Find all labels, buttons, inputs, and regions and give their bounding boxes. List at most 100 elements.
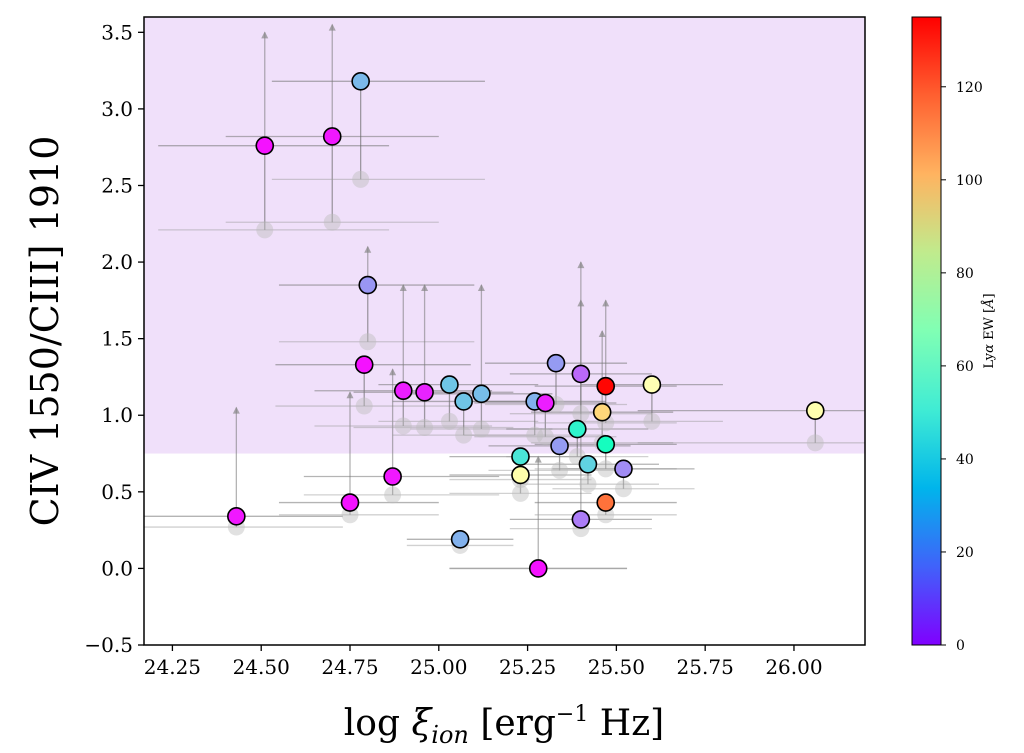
ghost-marker <box>256 221 274 239</box>
colorbar-tick-label: 100 <box>956 173 983 189</box>
x-tick-label: 24.50 <box>233 655 290 679</box>
colorbar-ticks: 0 20 40 60 80 100 120 <box>941 80 983 654</box>
upper-limit-arrow <box>577 299 585 307</box>
data-point <box>536 393 555 413</box>
colorbar <box>911 16 942 646</box>
data-point <box>393 381 413 401</box>
y-axis-label: CIV 1550/CIII] 1910 <box>23 136 67 527</box>
data-point <box>415 382 434 402</box>
shaded-region <box>144 17 865 454</box>
upper-limit-arrow <box>261 31 269 39</box>
upper-limit-arrow <box>328 23 336 31</box>
data-point <box>546 353 566 373</box>
axis-ticks: 24.25 24.50 24.75 25.00 25.25 25.50 25.75 26.00… <box>84 20 822 679</box>
data-points <box>227 72 825 578</box>
data-point <box>454 392 473 411</box>
data-point <box>578 454 598 474</box>
upper-limit-arrow <box>364 245 372 253</box>
ghost-marker <box>643 412 661 430</box>
upper-limit-arrow <box>389 368 397 376</box>
y-tick-label: −0.5 <box>84 633 133 657</box>
ghost-marker <box>394 417 412 435</box>
ghost-marker <box>472 420 490 438</box>
upper-limit-arrow <box>399 284 407 292</box>
data-point <box>354 355 374 374</box>
upper-limit-arrow <box>232 406 240 414</box>
ghost-marker <box>551 461 569 479</box>
data-point <box>571 364 591 384</box>
data-point <box>351 72 370 91</box>
x-tick-label: 24.25 <box>144 655 201 679</box>
data-point <box>511 465 530 485</box>
x-axis-label: log ξion [erg−1 Hz] <box>344 702 664 749</box>
colorbar-tick-label: 80 <box>956 266 974 282</box>
upper-limit-arrow <box>534 455 542 463</box>
data-point <box>571 510 591 529</box>
data-point <box>596 435 616 454</box>
data-point <box>450 530 470 549</box>
upper-limit-arrow <box>598 330 606 337</box>
data-point <box>255 136 275 155</box>
ghost-marker <box>511 484 529 502</box>
data-point <box>322 127 342 146</box>
ghost-marker <box>359 333 377 351</box>
data-point <box>528 559 548 578</box>
upper-limit-arrow <box>577 261 585 269</box>
ghost-marker <box>572 405 590 423</box>
data-point <box>596 376 616 396</box>
data-point <box>596 493 616 512</box>
y-tick-label: 0.5 <box>101 480 133 504</box>
colorbar-tick-label: 0 <box>956 638 965 654</box>
y-tick-label: 0.0 <box>101 556 133 580</box>
ghost-marker <box>416 418 434 436</box>
ghost-marker <box>440 412 458 430</box>
data-point <box>358 275 378 295</box>
data-point <box>511 447 530 466</box>
data-point <box>472 384 491 404</box>
data-point <box>614 459 633 479</box>
upper-limit-arrow <box>346 391 354 399</box>
data-point <box>805 401 825 420</box>
y-tick-label: 2.5 <box>101 173 133 197</box>
upper-limit-arrow <box>477 284 485 292</box>
data-point <box>592 402 612 422</box>
colorbar-tick-label: 120 <box>956 80 983 96</box>
ghost-marker <box>455 426 473 444</box>
data-point <box>642 375 662 394</box>
x-tick-label: 25.50 <box>588 655 645 679</box>
data-point <box>340 493 360 512</box>
plot-frame <box>143 16 866 646</box>
x-tick-label: 25.25 <box>499 655 556 679</box>
y-tick-label: 1.0 <box>101 403 133 427</box>
colorbar-label: Lyα EW [Å] <box>981 293 997 368</box>
data-point <box>440 375 459 394</box>
x-tick-label: 25.00 <box>410 655 467 679</box>
data-point <box>227 507 246 526</box>
x-tick-label: 26.00 <box>765 655 822 679</box>
ghost-marker <box>614 480 632 498</box>
x-tick-label: 24.75 <box>321 655 378 679</box>
data-point <box>383 467 402 486</box>
y-tick-label: 3.0 <box>101 97 133 121</box>
upper-limit-arrow <box>602 299 610 307</box>
ghost-marker <box>806 434 824 452</box>
ghost-marker <box>597 460 615 478</box>
y-tick-label: 3.5 <box>101 20 133 44</box>
ghost-marker <box>384 486 402 504</box>
x-tick-label: 25.75 <box>677 655 734 679</box>
ghost-marker <box>323 213 341 231</box>
ghost-marker <box>526 426 544 444</box>
ghost-marker <box>355 397 373 415</box>
colorbar-tick-label: 40 <box>956 452 974 468</box>
upper-limit-arrow <box>421 284 429 292</box>
colorbar-tick-label: 60 <box>956 359 974 375</box>
data-point <box>550 436 569 456</box>
ghost-marker <box>536 428 554 446</box>
colorbar-tick-label: 20 <box>956 545 974 561</box>
ghost-marker <box>579 475 597 493</box>
y-tick-label: 1.5 <box>101 327 133 351</box>
data-point <box>568 419 587 439</box>
y-tick-label: 2.0 <box>101 250 133 274</box>
ghost-marker <box>352 170 370 188</box>
